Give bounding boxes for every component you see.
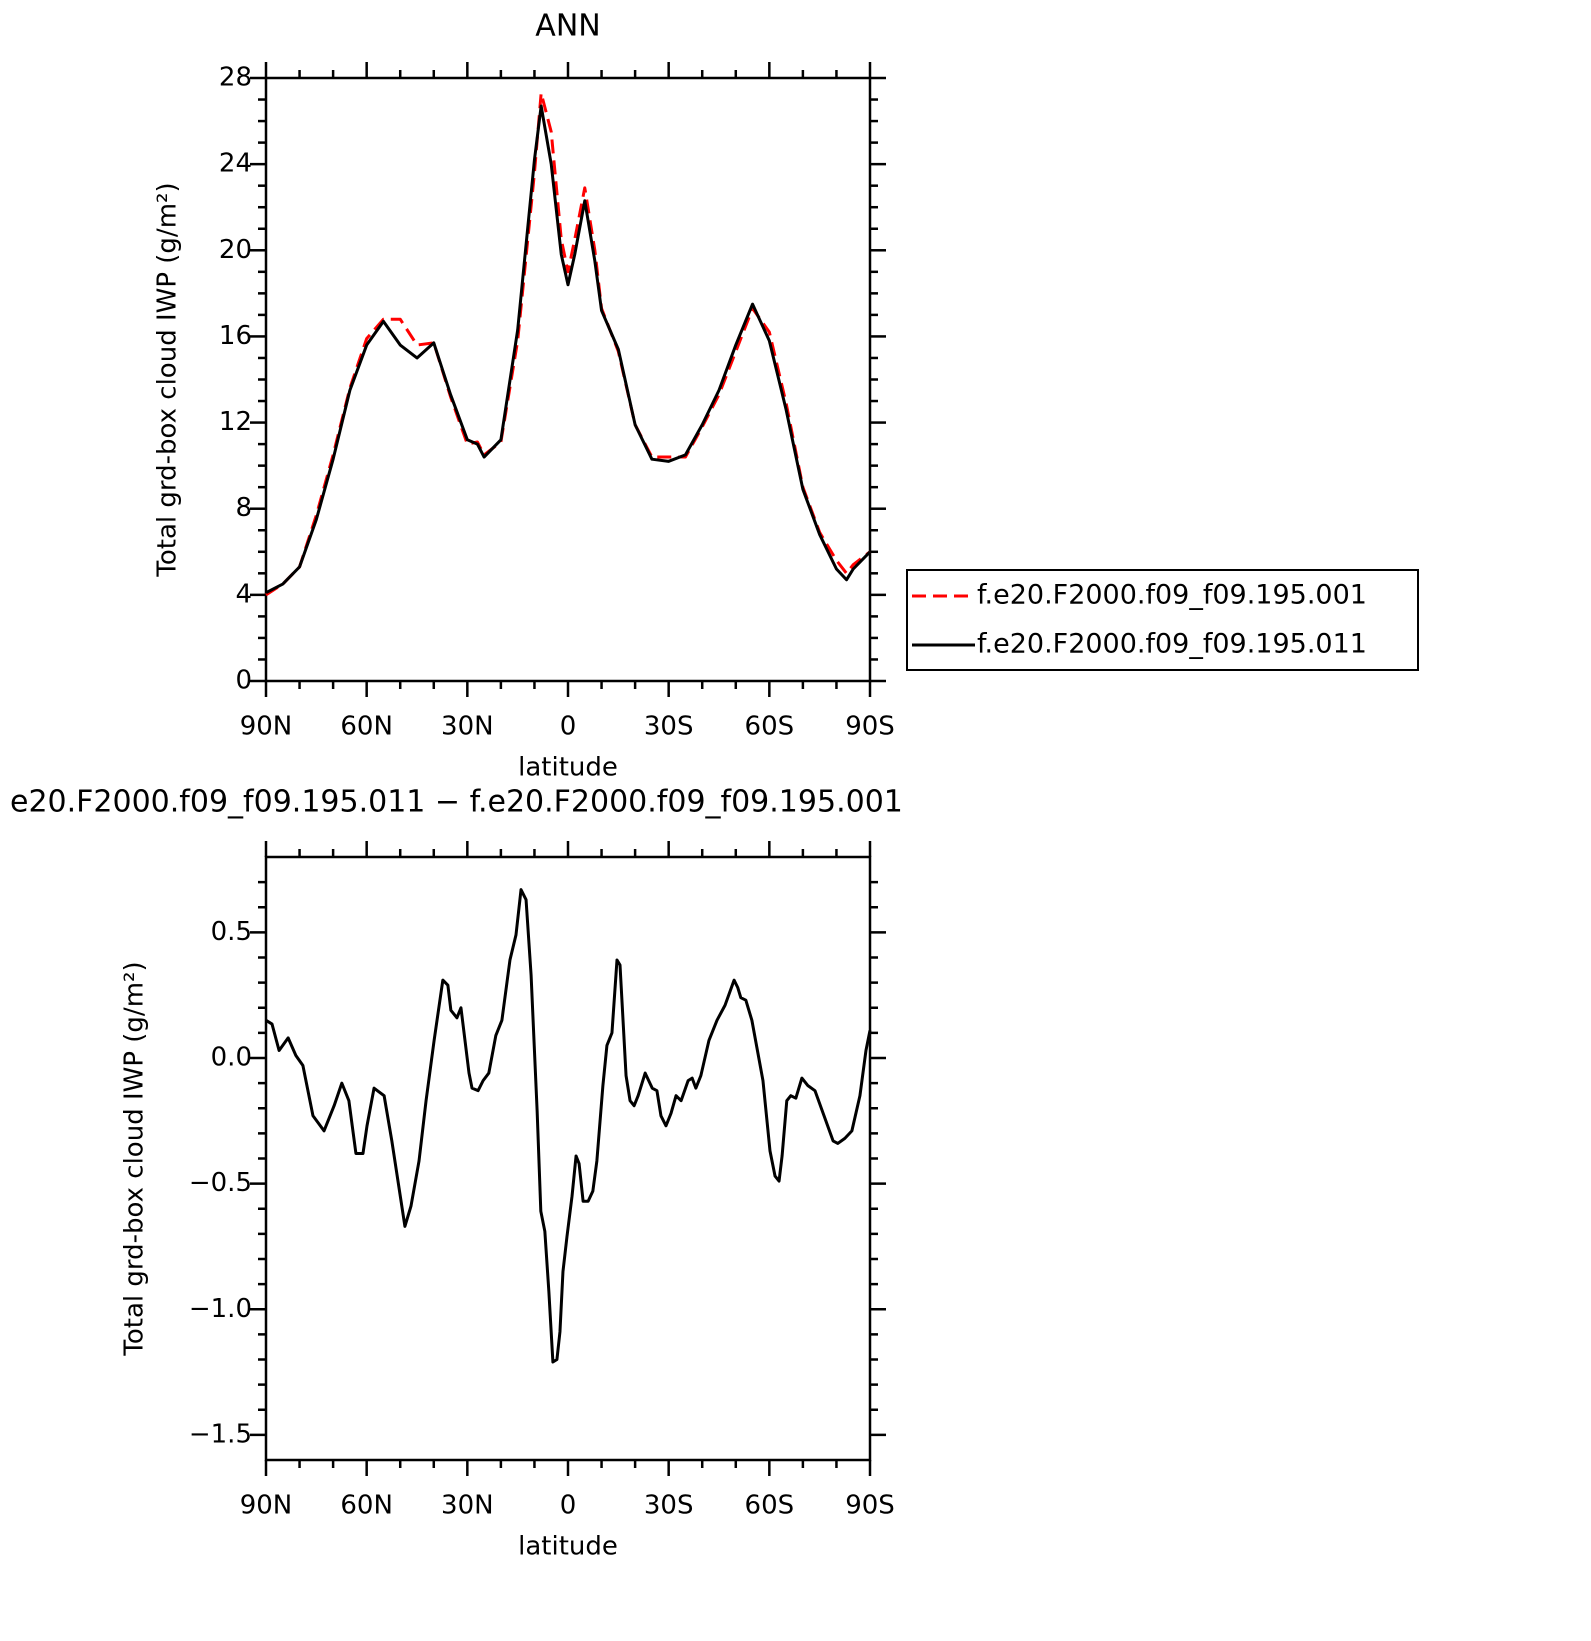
y-tick-label: 0.0 <box>211 1043 252 1073</box>
x-tick-label: 60N <box>340 712 393 742</box>
y-tick-label: 4 <box>235 579 252 609</box>
y-tick-label: −1.5 <box>189 1419 252 1449</box>
x-tick-label: 90N <box>240 1491 293 1521</box>
x-axis-label: latitude <box>518 753 618 783</box>
y-axis-label: Total grd-box cloud IWP (g/m²) <box>153 182 183 577</box>
legend-label: f.e20.F2000.f09_f09.195.011 <box>977 629 1367 660</box>
x-axis-label: latitude <box>518 1532 618 1562</box>
x-tick-label: 0 <box>560 1491 577 1521</box>
y-tick-label: 20 <box>219 235 252 265</box>
y-tick-label: 28 <box>219 63 252 93</box>
legend-box <box>906 569 1419 671</box>
legend-label: f.e20.F2000.f09_f09.195.001 <box>977 580 1367 611</box>
y-axis-label: Total grd-box cloud IWP (g/m²) <box>120 961 150 1356</box>
x-tick-label: 90S <box>845 1491 895 1521</box>
plot-frame <box>264 76 872 683</box>
y-tick-label: 0.5 <box>211 917 252 947</box>
x-tick-label: 30N <box>441 1491 494 1521</box>
x-tick-label: 60S <box>745 1491 795 1521</box>
y-tick-label: −1.0 <box>189 1294 252 1324</box>
x-tick-label: 0 <box>560 712 577 742</box>
chart-title: e20.F2000.f09_f09.195.011 − f.e20.F2000.… <box>10 785 903 820</box>
y-tick-label: 12 <box>219 407 252 437</box>
y-tick-label: 0 <box>235 666 252 696</box>
x-tick-label: 60S <box>745 712 795 742</box>
x-tick-label: 30S <box>644 1491 694 1521</box>
x-tick-label: 60N <box>340 1491 393 1521</box>
series-line <box>265 888 872 1364</box>
x-tick-label: 30S <box>644 712 694 742</box>
chart-title: ANN <box>535 9 600 44</box>
x-tick-label: 90N <box>240 712 293 742</box>
x-tick-label: 90S <box>845 712 895 742</box>
plot-frame <box>264 855 872 1462</box>
series-line <box>265 91 871 597</box>
series-line <box>265 104 872 595</box>
y-tick-label: 16 <box>219 321 252 351</box>
y-tick-label: 8 <box>235 493 252 523</box>
x-tick-label: 30N <box>441 712 494 742</box>
y-tick-label: 24 <box>219 149 252 179</box>
y-tick-label: −0.5 <box>189 1168 252 1198</box>
